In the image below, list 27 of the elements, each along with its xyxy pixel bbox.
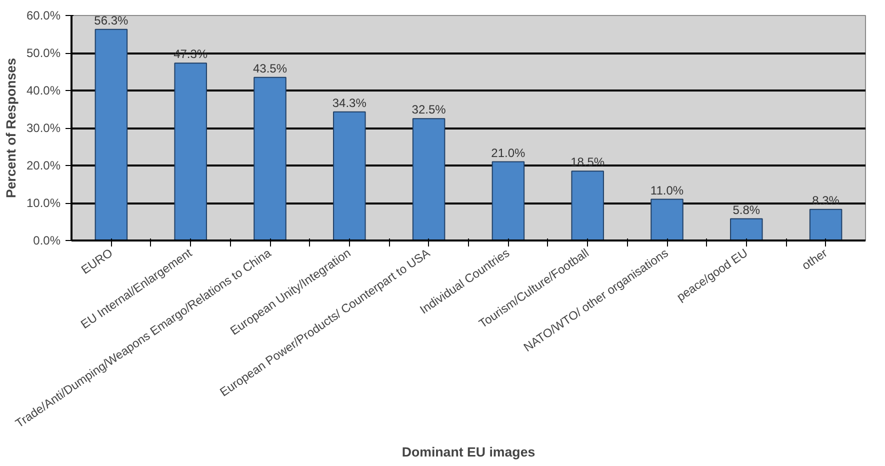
x-axis-title: Dominant EU images (402, 444, 536, 460)
y-tick-label: 10.0% (26, 196, 61, 210)
bar (571, 170, 604, 240)
data-label: 34.3% (332, 96, 367, 110)
bar (412, 118, 446, 240)
bar (254, 76, 286, 240)
y-tick-label: 50.0% (26, 46, 61, 60)
data-label: 56.3% (94, 13, 129, 28)
bar (730, 218, 763, 240)
y-tick-label: 60.0% (26, 8, 61, 22)
y-tick-label: 20.0% (26, 158, 61, 172)
bar (333, 111, 366, 240)
bar (809, 208, 842, 240)
y-tick-label: 0.0% (33, 234, 61, 248)
data-label: 11.0% (650, 183, 684, 198)
bar (174, 62, 207, 240)
bar (94, 28, 128, 240)
data-label: 5.8% (732, 202, 760, 217)
x-tick-label: other (799, 246, 830, 273)
y-tick-label: 30.0% (26, 121, 61, 135)
bar (492, 161, 525, 240)
bar (650, 198, 684, 240)
data-label: 21.0% (491, 146, 526, 160)
y-tick-label: 40.0% (26, 84, 61, 98)
data-label: 43.5% (252, 61, 288, 76)
y-axis-title: Percent of Responses (3, 58, 18, 198)
data-label: 32.5% (412, 102, 446, 117)
